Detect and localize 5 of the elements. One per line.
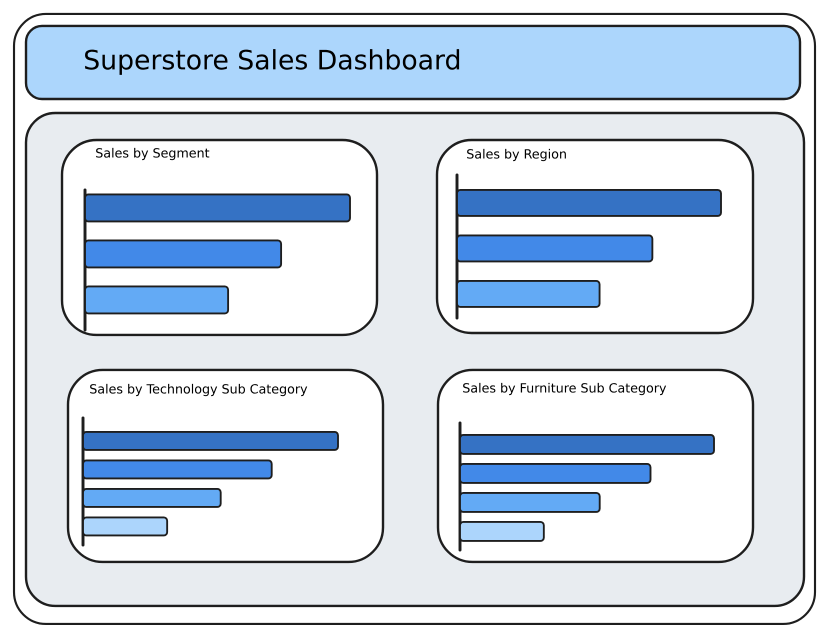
chart-title: Sales by Furniture Sub Category <box>463 382 666 396</box>
text: Superstore Sales Dashboard <box>85 49 460 75</box>
chart-title: Sales by Segment <box>96 148 210 160</box>
chart-title: Sales by Region <box>467 148 566 162</box>
chart-title: Sales by Technology Sub Category <box>90 384 308 396</box>
